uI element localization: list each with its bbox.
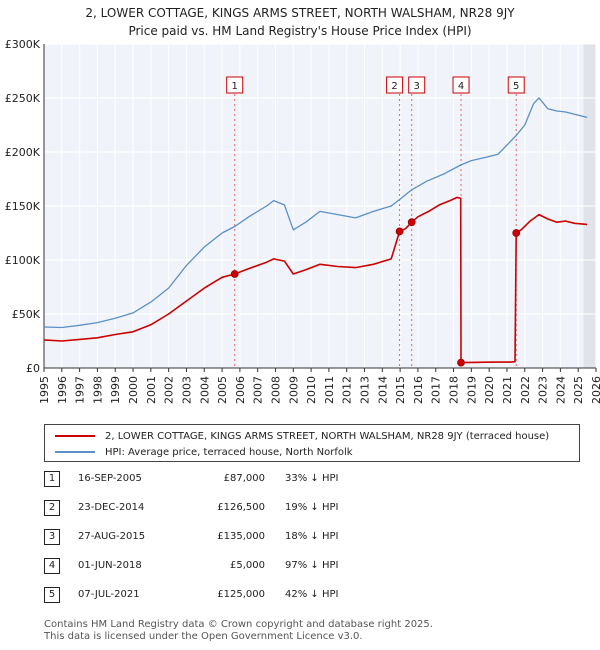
table-row: 5 07-JUL-2021 £125,000 42% ↓ HPI [0,584,600,604]
row-hpi: 19% ↓ HPI [285,502,339,513]
legend-label-hpi: HPI: Average price, terraced house, Nort… [105,446,353,458]
legend-item-property: 2, LOWER COTTAGE, KINGS ARMS STREET, NOR… [55,428,549,444]
x-tick-label: 2011 [323,376,336,404]
table-row: 4 01-JUN-2018 £5,000 97% ↓ HPI [0,555,600,575]
x-tick-label: 2000 [127,376,140,404]
row-price: £125,000 [217,589,265,600]
row-number-badge: 3 [44,529,60,545]
table-row: 2 23-DEC-2014 £126,500 19% ↓ HPI [0,497,600,517]
x-tick-label: 2008 [269,376,282,404]
sale-label: 4 [458,81,464,92]
x-tick-label: 2009 [287,376,300,404]
x-tick-label: 2022 [519,376,532,404]
x-tick-label: 2002 [163,376,176,404]
x-tick-label: 2010 [305,376,318,404]
x-tick-label: 1997 [74,376,87,404]
y-tick-label: £250K [5,92,41,105]
sale-label: 5 [513,81,519,92]
x-tick-label: 2026 [590,376,600,404]
x-tick-label: 2021 [501,376,514,404]
row-price: £5,000 [230,560,265,571]
sale-label-box [386,76,404,94]
x-tick-label: 2013 [359,376,372,404]
sale-label-box [226,76,244,94]
y-tick-label: £300K [5,38,41,51]
row-date: 01-JUN-2018 [78,560,142,571]
x-tick-label: 1998 [91,376,104,404]
x-tick-label: 1995 [38,376,51,404]
x-tick-label: 2025 [572,376,585,404]
row-number-badge: 4 [44,558,60,574]
footer-line-1: Contains HM Land Registry data © Crown c… [44,619,433,630]
sale-point [395,227,404,236]
legend-swatch-blue [55,451,95,453]
legend-swatch-red [55,435,95,437]
sale-point [512,229,521,237]
price-chart: £0 £50K £100K £150K £200K £250K £300K 1995 1996 1… [5,38,600,404]
row-hpi: 18% ↓ HPI [285,531,339,542]
sale-label: 1 [232,81,238,92]
sale-label: 2 [391,81,397,92]
footer-attribution: Contains HM Land Registry data © Crown c… [44,619,433,643]
row-price: £135,000 [217,531,265,542]
sale-point [230,270,239,278]
x-tick-label: 2003 [180,376,193,404]
row-date: 27-AUG-2015 [78,531,146,542]
x-tick-label: 2020 [483,376,496,404]
table-row: 3 27-AUG-2015 £135,000 18% ↓ HPI [0,526,600,546]
sale-point [457,358,465,367]
row-price: £87,000 [223,473,265,484]
chart-subtitle: Price paid vs. HM Land Registry's House … [128,24,472,38]
x-tick-label: 1999 [109,376,122,404]
row-number-badge: 1 [44,471,60,487]
x-tick-label: 2014 [376,376,389,404]
row-date: 23-DEC-2014 [78,502,145,513]
row-hpi: 33% ↓ HPI [285,473,339,484]
y-tick-label: £50K [12,308,41,321]
chart-title: 2, LOWER COTTAGE, KINGS ARMS STREET, NOR… [85,6,515,20]
row-number-badge: 5 [44,587,60,603]
footer-line-2: This data is licensed under the Open Gov… [44,631,363,642]
x-tick-label: 2019 [465,376,478,404]
sale-point [407,218,416,227]
row-hpi: 42% ↓ HPI [285,589,339,600]
x-tick-label: 2005 [216,376,229,404]
x-tick-label: 2015 [394,376,407,404]
y-tick-label: £150K [5,200,41,213]
sale-label-box [452,76,470,94]
x-tick-label: 2012 [341,376,354,404]
sale-label-box [507,76,525,94]
table-row: 1 16-SEP-2005 £87,000 33% ↓ HPI [0,468,600,488]
x-tick-label: 2017 [430,376,443,404]
x-tick-label: 2018 [448,376,461,404]
x-tick-label: 2024 [554,376,567,404]
legend-item-hpi: HPI: Average price, terraced house, Nort… [55,444,353,460]
x-tick-label: 2004 [198,376,211,404]
row-date: 16-SEP-2005 [78,473,142,484]
sale-label: 3 [414,81,420,92]
x-tick-label: 2001 [145,376,158,404]
x-tick-label: 1996 [56,376,69,404]
x-tick-label: 2016 [412,376,425,404]
row-hpi: 97% ↓ HPI [285,560,339,571]
row-price: £126,500 [217,502,265,513]
y-tick-label: £200K [5,146,41,159]
legend-label-property: 2, LOWER COTTAGE, KINGS ARMS STREET, NOR… [105,430,550,442]
y-tick-label: £100K [5,254,41,267]
sale-label-box [408,76,426,94]
series-line-hpi [43,97,588,329]
x-tick-label: 2023 [537,376,550,404]
y-tick-label: £0 [26,362,40,375]
row-date: 07-JUL-2021 [78,589,140,600]
row-number-badge: 2 [44,500,60,516]
chart-legend: 2, LOWER COTTAGE, KINGS ARMS STREET, NOR… [44,424,580,462]
x-tick-label: 2007 [252,376,265,404]
x-tick-label: 2006 [234,376,247,404]
